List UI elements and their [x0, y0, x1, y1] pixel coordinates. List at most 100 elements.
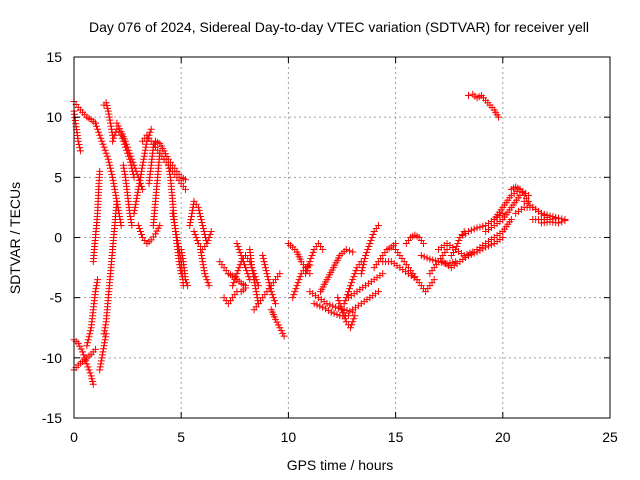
data-point: [110, 134, 118, 142]
data-point: [339, 309, 347, 317]
data-point: [85, 366, 93, 374]
data-point: [452, 246, 460, 254]
data-point: [470, 249, 478, 257]
data-point: [344, 288, 352, 296]
x-tick-label: 5: [177, 429, 185, 445]
y-tick-label: 15: [46, 49, 62, 65]
data-point: [332, 303, 340, 311]
data-point: [125, 146, 133, 154]
data-point: [302, 270, 310, 278]
data-point: [340, 300, 348, 308]
data-point: [265, 279, 273, 287]
data-point: [199, 221, 207, 229]
data-point: [184, 282, 192, 290]
y-tick-label: 10: [46, 109, 62, 125]
data-point: [106, 161, 114, 169]
data-point: [142, 140, 150, 148]
data-point: [351, 312, 359, 320]
data-point: [470, 225, 478, 233]
data-point: [132, 197, 140, 205]
data-point: [230, 279, 238, 287]
data-point: [341, 297, 349, 305]
data-point: [362, 252, 370, 260]
data-point: [199, 224, 207, 232]
data-point: [290, 291, 298, 299]
data-point: [495, 113, 503, 121]
data-point: [248, 267, 256, 275]
data-point: [291, 288, 299, 296]
data-point: [84, 363, 92, 371]
data-point: [98, 137, 106, 145]
data-point: [173, 234, 181, 241]
data-point: [171, 224, 179, 232]
data-point: [178, 252, 186, 260]
data-point: [233, 270, 241, 278]
data-point: [101, 146, 109, 154]
data-point: [432, 257, 440, 265]
data-point: [140, 155, 148, 163]
data-point: [181, 176, 189, 184]
data-point: [207, 227, 215, 235]
data-point: [232, 273, 240, 281]
data-point: [100, 143, 108, 151]
data-point: [359, 264, 367, 272]
data-point: [467, 250, 475, 258]
data-point: [146, 128, 154, 136]
data-point: [200, 227, 208, 235]
data-point: [131, 203, 139, 211]
data-point: [263, 270, 271, 278]
data-point: [89, 380, 97, 388]
data-point: [93, 279, 101, 287]
data-point: [240, 261, 248, 269]
data-point: [333, 311, 341, 319]
data-point: [313, 301, 321, 309]
data-point: [196, 209, 204, 217]
data-point: [200, 264, 208, 272]
data-point: [186, 218, 194, 226]
data-point: [454, 240, 462, 248]
data-point: [91, 345, 99, 353]
data-point: [169, 212, 177, 220]
data-point: [319, 246, 327, 254]
data-point: [126, 149, 134, 157]
data-point: [93, 122, 101, 130]
data-point: [335, 297, 343, 305]
data-point: [234, 243, 242, 251]
data-point: [198, 218, 206, 226]
data-point: [423, 254, 431, 262]
data-point: [136, 227, 144, 235]
data-point: [343, 291, 351, 299]
data-point: [170, 215, 178, 223]
data-point: [80, 351, 88, 359]
data-point: [109, 173, 117, 181]
data-point: [82, 357, 90, 365]
data-point: [327, 308, 335, 316]
data-point: [479, 222, 487, 230]
data-point: [561, 217, 569, 225]
data-point: [349, 248, 357, 256]
data-point: [171, 221, 179, 229]
data-point: [264, 273, 272, 281]
data-point: [198, 252, 206, 260]
data-point: [109, 176, 117, 184]
data-point: [110, 182, 118, 190]
data-point: [455, 237, 463, 245]
data-point: [91, 119, 99, 127]
data-point: [235, 246, 243, 254]
x-axis-label: GPS time / hours: [287, 457, 394, 473]
data-point: [156, 221, 164, 229]
data-point: [172, 227, 180, 235]
data-point: [128, 221, 136, 229]
data-point: [194, 203, 202, 211]
data-point: [86, 330, 94, 338]
data-point: [120, 164, 128, 172]
data-point: [83, 360, 91, 368]
data-point: [259, 252, 267, 260]
data-point: [206, 230, 214, 238]
data-point: [260, 258, 268, 266]
data-point: [183, 279, 191, 287]
data-point: [149, 143, 157, 151]
data-point: [262, 264, 270, 272]
data-point: [330, 309, 338, 317]
data-point: [83, 342, 91, 350]
